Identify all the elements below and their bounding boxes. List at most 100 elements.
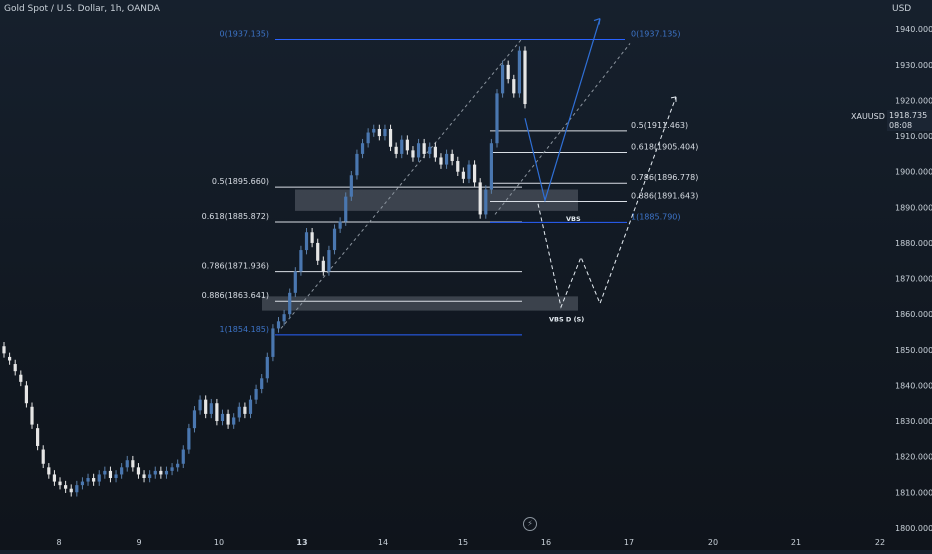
candle-body [237,406,241,418]
fib-left-label: 0.886(1863.641) [202,291,269,300]
projection-blue-line [524,18,601,203]
candle-body [523,50,527,105]
candle-body [372,128,376,133]
candle-body [164,470,169,475]
zone-label: VBS [566,215,581,223]
candle-body [332,228,337,251]
candle-body [321,260,325,272]
candle-body [271,328,275,357]
candle-body [360,143,365,154]
candle-body [248,399,253,414]
y-tick-label: 1860.000 [895,310,932,319]
candle-body [411,150,415,158]
candle-body [19,374,23,382]
candle-body [265,356,269,379]
candle-body [484,189,488,215]
candle-body [355,153,359,176]
candle-body [80,481,85,486]
last-price-tag: 1918.735 08:08 [887,110,932,131]
candle-body [75,485,79,493]
candle-body [92,478,96,482]
lightning-icon[interactable]: ⚡ [523,517,537,531]
y-tick-label: 1800.000 [895,524,932,533]
candle-body [254,388,258,400]
candle-body [187,428,191,450]
candle-body [444,153,449,165]
candle-body [338,221,342,229]
fib-left-label: 0.5(1895.660) [212,177,269,186]
x-tick-label: 21 [791,538,801,547]
candle-body [198,399,202,411]
trend-line-dashed [280,39,522,329]
x-tick-label: 10 [214,538,224,547]
candle-body [170,467,174,471]
x-tick-label: 15 [458,538,468,547]
fib-right-label: 0.5(1911.463) [631,121,688,130]
y-tick-label: 1880.000 [895,239,932,248]
candle-body [467,164,471,179]
zone-box [262,296,578,311]
candle-body [282,314,286,322]
candle-body [2,346,6,354]
y-tick-label: 1820.000 [895,453,932,462]
candle-body [456,161,460,172]
candle-body [192,410,197,429]
candle-body [136,467,141,475]
candle-body [472,164,477,183]
last-price-value: 1918.735 [889,111,928,120]
y-tick-label: 1890.000 [895,203,932,212]
candle-body [276,321,281,329]
candle-body [97,474,101,482]
candle-body [310,232,314,243]
candle-body [489,143,493,190]
candle-body [495,93,499,144]
candle-body [288,292,292,315]
fib-left-label: 0.618(1885.872) [202,212,269,221]
y-tick-label: 1910.000 [895,132,932,141]
candle-body [517,50,521,94]
candle-body [299,250,303,272]
fib-left-label: 0.786(1871.936) [202,262,269,271]
candle-body [103,470,107,475]
candle-body [450,153,454,162]
candle-body [226,413,230,425]
x-tick-label: 13 [296,538,307,547]
trend-line-dashed [494,43,631,215]
candle-body [232,417,236,425]
fib-left-label: 0(1937.135) [219,29,269,38]
candle-body [148,474,152,479]
candle-body [108,470,113,479]
candle-body [500,64,505,94]
candle-body [114,474,118,479]
x-tick-label: 8 [56,538,61,547]
candle-body [405,139,409,151]
candle-body [159,470,163,475]
fib-right-label: 0.618(1905.404) [631,142,698,151]
y-tick-label: 1830.000 [895,417,932,426]
candle-body [377,128,381,137]
candle-body [86,478,90,482]
candle-body [13,364,17,372]
candle-body [433,146,437,158]
candle-body [58,481,62,486]
fib-right-label: 0.786(1896.778) [631,173,698,182]
x-tick-label: 16 [541,538,551,547]
zone-label: VBS D (S) [549,316,584,324]
y-tick-label: 1930.000 [895,61,932,70]
candle-body [349,175,353,197]
x-tick-label: 14 [378,538,388,547]
x-tick-label: 9 [136,538,141,547]
candle-body [131,460,135,468]
y-tick-label: 1870.000 [895,275,932,284]
x-tick-label: 17 [624,538,634,547]
candle-body [439,157,443,165]
candle-body [142,474,146,479]
symbol-label: XAUUSD [851,112,885,121]
candle-body [30,406,34,425]
candle-body [512,79,516,94]
candle-body [220,413,225,422]
projection-arrow-head [593,17,601,25]
y-tick-label: 1900.000 [895,168,932,177]
